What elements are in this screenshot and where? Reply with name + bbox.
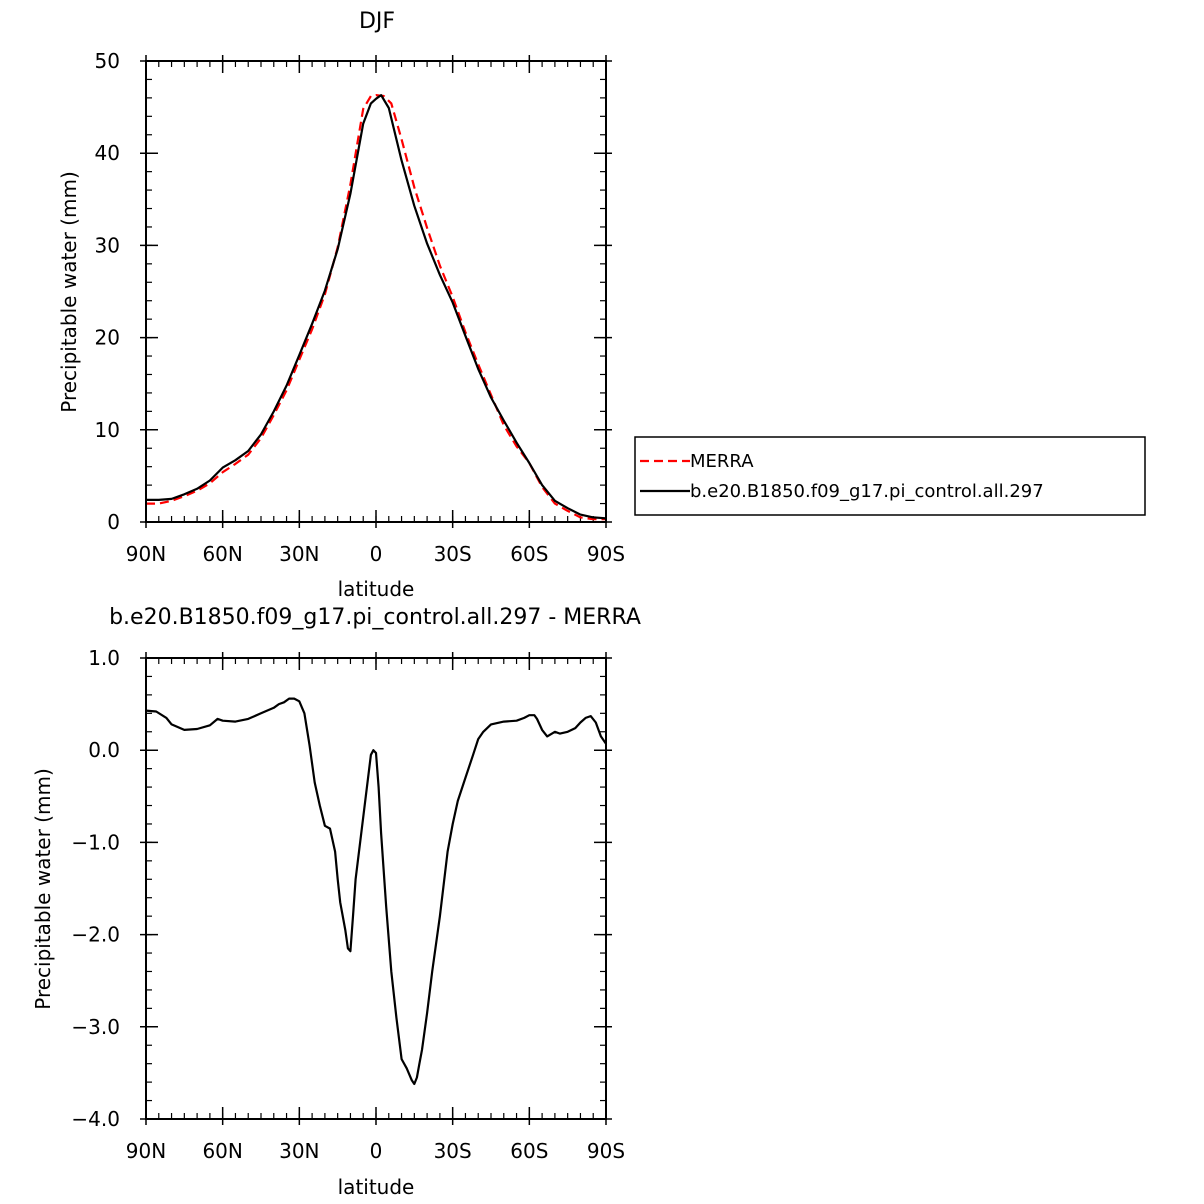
bottom-x-tick-label: 0 xyxy=(370,1139,383,1163)
legend-box xyxy=(634,436,1146,516)
legend-label-merra: MERRA xyxy=(690,451,754,472)
top-y-tick-label: 0 xyxy=(107,510,120,534)
bottom-x-tick-label: 60N xyxy=(202,1139,242,1163)
top-x-tick-label: 60S xyxy=(510,542,548,566)
top-y-tick-label: 20 xyxy=(95,326,120,350)
bottom-y-tick-label: −2.0 xyxy=(71,923,120,947)
top-x-tick-label: 30S xyxy=(434,542,472,566)
bottom-y-tick-label: −4.0 xyxy=(71,1107,120,1131)
bottom-x-tick-label: 30S xyxy=(434,1139,472,1163)
top-plot-frame xyxy=(145,60,607,523)
top-y-tick-label: 10 xyxy=(95,418,120,442)
bottom-y-tick-label: −1.0 xyxy=(71,830,120,854)
bottom-y-axis-ticks: 1.0 0.0 −1.0 −2.0 −3.0 −4.0 xyxy=(71,646,612,1131)
bottom-y-tick-label: −3.0 xyxy=(71,1015,120,1039)
bottom-x-tick-label: 90S xyxy=(587,1139,625,1163)
top-y-tick-label: 50 xyxy=(95,49,120,73)
top-x-tick-label: 30N xyxy=(279,542,319,566)
bottom-series-difference-line xyxy=(145,697,607,1086)
top-x-tick-label: 90S xyxy=(587,542,625,566)
bottom-y-tick-label: 0.0 xyxy=(88,738,120,762)
bottom-series-layer xyxy=(145,697,607,1086)
top-y-axis-ticks: 0 10 20 30 40 50 xyxy=(95,49,612,534)
bottom-x-tick-label: 30N xyxy=(279,1139,319,1163)
bottom-panel: b.e20.B1850.f09_g17.pi_control.all.297 -… xyxy=(31,605,641,1199)
top-y-axis-label: Precipitable water (mm) xyxy=(57,171,81,413)
bottom-plot-frame xyxy=(145,657,607,1120)
bottom-x-axis-label: latitude xyxy=(338,1175,415,1199)
top-series-layer xyxy=(146,93,607,521)
top-series-model-line xyxy=(146,93,607,520)
legend: MERRA b.e20.B1850.f09_g17.pi_control.all… xyxy=(634,436,1146,516)
bottom-y-tick-label: 1.0 xyxy=(88,646,120,670)
top-x-tick-label: 0 xyxy=(370,542,383,566)
bottom-title: b.e20.B1850.f09_g17.pi_control.all.297 -… xyxy=(109,605,641,630)
top-panel: DJF 90N 60N 30N 0 30S 60S 90S 0 10 20 30 40 50 lati… xyxy=(57,9,625,601)
top-y-tick-label: 40 xyxy=(95,141,120,165)
top-x-tick-label: 90N xyxy=(126,542,166,566)
top-x-axis-label: latitude xyxy=(338,577,415,601)
bottom-x-tick-label: 90N xyxy=(126,1139,166,1163)
legend-label-model: b.e20.B1850.f09_g17.pi_control.all.297 xyxy=(690,481,1044,502)
bottom-x-tick-label: 60S xyxy=(510,1139,548,1163)
top-title: DJF xyxy=(359,9,395,34)
top-series-merra-line xyxy=(146,93,606,521)
top-y-tick-label: 30 xyxy=(95,233,120,257)
top-x-tick-label: 60N xyxy=(202,542,242,566)
bottom-y-axis-label: Precipitable water (mm) xyxy=(31,768,55,1010)
